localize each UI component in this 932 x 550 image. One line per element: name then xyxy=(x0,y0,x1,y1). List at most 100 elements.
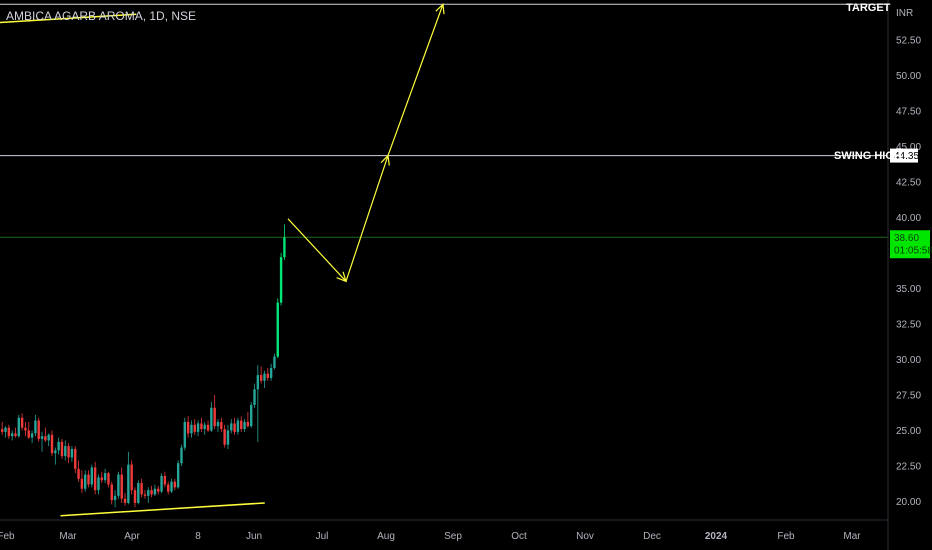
candle-body xyxy=(236,420,240,432)
y-tick-label: 45.00 xyxy=(896,142,921,153)
candle-body xyxy=(230,423,233,431)
x-tick-label: Feb xyxy=(0,531,15,542)
y-tick-label: 20.00 xyxy=(896,497,921,508)
candle xyxy=(20,413,24,431)
candle xyxy=(183,417,186,451)
candle xyxy=(54,447,57,465)
candle-body xyxy=(220,421,223,430)
candle-body xyxy=(17,417,20,437)
candle xyxy=(200,417,203,432)
candle xyxy=(223,424,226,448)
candle-body xyxy=(103,473,107,481)
candle xyxy=(70,446,74,462)
candle xyxy=(137,480,140,505)
candle-body xyxy=(40,436,44,440)
candle-body xyxy=(7,427,11,437)
candle-body xyxy=(213,407,216,427)
x-tick-label: 8 xyxy=(195,531,201,542)
candle xyxy=(100,471,103,484)
candle-body xyxy=(140,483,143,495)
candle xyxy=(80,470,84,494)
candle-body xyxy=(193,424,196,432)
candle-body xyxy=(84,474,87,489)
candle xyxy=(176,460,180,489)
candle xyxy=(34,414,37,437)
x-tick-label: Jun xyxy=(246,531,262,542)
trendlines xyxy=(0,13,265,517)
candle xyxy=(253,383,256,408)
y-axis[interactable]: 20.0022.5025.0027.5030.0032.5035.0037.50… xyxy=(896,35,921,508)
candle-body xyxy=(14,433,17,437)
candle-body xyxy=(266,373,269,378)
candle xyxy=(170,478,173,494)
candle xyxy=(273,353,276,370)
currency-label: INR xyxy=(896,8,913,19)
candle xyxy=(40,431,44,452)
candle-body xyxy=(273,356,276,368)
candle-body xyxy=(117,474,120,496)
x-axis[interactable]: Feb Mar Apr 8 Jun Jul Aug Sep Oct Nov Dec 2024 Feb Ma… xyxy=(0,531,861,542)
candle-body xyxy=(183,421,186,448)
x-tick-label: Oct xyxy=(511,531,527,542)
candle xyxy=(160,473,163,494)
candle-body xyxy=(233,423,236,432)
candle-body xyxy=(263,373,266,381)
y-tick-label: 52.50 xyxy=(896,35,921,46)
candle-body xyxy=(64,446,67,457)
candle xyxy=(120,467,123,503)
candle xyxy=(107,471,110,488)
x-tick-label: Jul xyxy=(316,531,329,542)
candle-body xyxy=(74,448,77,469)
y-tick-label: 50.00 xyxy=(896,71,921,82)
candle-body xyxy=(110,484,113,501)
candle-body xyxy=(279,257,283,303)
candle-body xyxy=(186,421,190,434)
y-tick-label: 42.50 xyxy=(896,177,921,188)
candle xyxy=(147,487,150,503)
candle xyxy=(220,417,223,432)
y-tick-label: 27.50 xyxy=(896,390,921,401)
candle xyxy=(150,485,153,498)
candle xyxy=(57,437,60,455)
candle-body xyxy=(250,404,253,427)
candle-body xyxy=(4,427,7,432)
candle-body xyxy=(143,494,147,496)
candle-body xyxy=(133,490,137,503)
candle-body xyxy=(176,463,180,488)
candle xyxy=(266,367,269,381)
candle xyxy=(87,470,90,488)
arrowhead-target xyxy=(435,2,445,15)
candle xyxy=(123,493,127,506)
candle-body xyxy=(137,483,140,503)
candle xyxy=(190,420,193,438)
candle xyxy=(180,444,183,467)
candle-body xyxy=(163,475,167,485)
candle-body xyxy=(67,446,70,458)
candle xyxy=(230,419,233,434)
candle-body xyxy=(107,473,110,485)
candle xyxy=(276,298,279,359)
candle xyxy=(233,417,236,435)
x-tick-label: Mar xyxy=(843,531,861,542)
x-tick-label: Apr xyxy=(124,531,140,542)
candle-body xyxy=(160,475,163,492)
x-tick-label: Dec xyxy=(643,531,661,542)
candle-body xyxy=(200,423,203,430)
x-tick-label: Feb xyxy=(777,531,795,542)
current-price-value: 38.60 xyxy=(894,233,919,244)
candle xyxy=(283,224,286,260)
candle xyxy=(203,421,206,435)
candle-body xyxy=(97,477,100,491)
candle-body xyxy=(127,464,130,503)
candle-body xyxy=(130,464,133,491)
candle xyxy=(256,365,260,442)
x-tick-label: 2024 xyxy=(705,531,728,542)
candle xyxy=(243,419,246,432)
target-label: TARGET xyxy=(846,2,891,14)
candle xyxy=(163,471,167,488)
candle xyxy=(93,461,97,495)
candle xyxy=(236,417,240,435)
x-tick-label: Mar xyxy=(59,531,77,542)
